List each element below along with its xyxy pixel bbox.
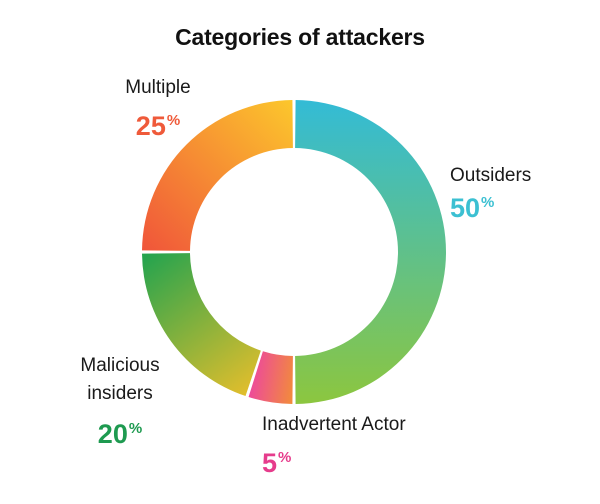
slice-category-label: Malicious insiders	[80, 355, 160, 404]
chart-title: Categories of attackers	[175, 24, 425, 50]
slice-percent-value: 20	[97, 419, 128, 449]
slice-percent-value: 25	[135, 111, 166, 141]
donut-slice-outsiders	[295, 100, 447, 404]
slice-percent-label: 25%	[108, 106, 208, 141]
slice-label-multiple: Multiple 25%	[108, 76, 208, 141]
percent-sign: %	[166, 112, 181, 129]
percent-sign: %	[278, 449, 292, 466]
slice-category-label: Inadvertent Actor	[262, 414, 406, 435]
slice-label-inadvertent-actor: Inadvertent Actor 5%	[262, 413, 406, 478]
slice-percent-label: 50%	[450, 188, 531, 223]
slice-percent-label: 20%	[60, 414, 180, 449]
slice-category-label: Outsiders	[450, 165, 532, 186]
slice-label-outsiders: Outsiders 50%	[450, 164, 531, 223]
slice-category-label: Multiple	[125, 77, 191, 98]
slice-label-malicious-insiders: Malicious insiders 20%	[60, 352, 180, 449]
slice-percent-value: 50	[450, 193, 481, 223]
donut-slice-multiple	[142, 100, 293, 251]
slice-percent-value: 5	[262, 448, 278, 478]
percent-sign: %	[481, 194, 495, 211]
donut-slice-inadvertent-actor	[248, 351, 293, 404]
slice-percent-label: 5%	[262, 443, 406, 478]
percent-sign: %	[128, 420, 143, 437]
donut-slice-malicious-insiders	[142, 253, 261, 397]
